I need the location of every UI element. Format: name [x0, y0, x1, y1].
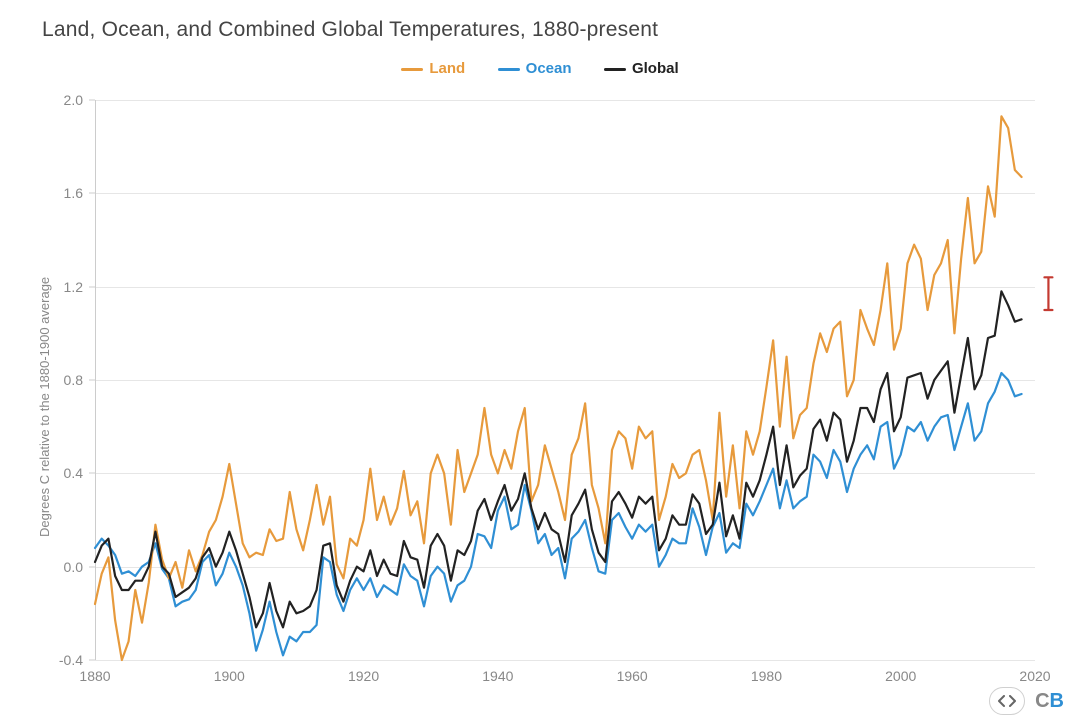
cb-logo[interactable]: CB	[1035, 690, 1064, 713]
legend: Land Ocean Global	[0, 60, 1080, 78]
y-tick-label: 0.8	[64, 372, 83, 388]
x-tick-label: 1940	[482, 668, 513, 684]
legend-item-ocean[interactable]: Ocean	[498, 60, 572, 77]
logo-letter-b: B	[1050, 690, 1064, 712]
y-tick-label: 1.6	[64, 185, 83, 201]
code-icon	[998, 695, 1016, 707]
legend-label: Ocean	[526, 60, 572, 77]
y-axis-label: Degrees C relative to the 1880-1900 aver…	[37, 277, 52, 537]
legend-item-land[interactable]: Land	[401, 60, 465, 77]
y-tick-label: 0.4	[64, 465, 83, 481]
x-tick-label: 2020	[1019, 668, 1050, 684]
x-tick-label: 2000	[885, 668, 916, 684]
x-tick-label: 1960	[617, 668, 648, 684]
y-tick-label: 1.2	[64, 279, 83, 295]
legend-label: Global	[632, 60, 679, 77]
logo-letter-c: C	[1035, 690, 1049, 712]
legend-label: Land	[429, 60, 465, 77]
y-tick-label: 0.0	[64, 559, 83, 575]
chart-footer: CB	[989, 687, 1064, 715]
series-line-ocean	[95, 373, 1022, 655]
series-line-global	[95, 291, 1022, 627]
x-tick-label: 1880	[79, 668, 110, 684]
y-tick-label: 2.0	[64, 92, 83, 108]
chart-title: Land, Ocean, and Combined Global Tempera…	[42, 18, 658, 42]
legend-swatch	[498, 68, 520, 72]
y-tick-label: -0.4	[59, 652, 83, 668]
series-line-land	[95, 116, 1022, 660]
x-tick-label: 1920	[348, 668, 379, 684]
embed-button[interactable]	[989, 687, 1025, 715]
legend-swatch	[604, 68, 626, 72]
chart-svg	[95, 100, 1035, 660]
legend-swatch	[401, 68, 423, 72]
x-tick-label: 1900	[214, 668, 245, 684]
chart-plot-area[interactable]: -0.40.00.40.81.21.62.0188019001920194019…	[95, 100, 1035, 660]
legend-item-global[interactable]: Global	[604, 60, 679, 77]
x-tick-label: 1980	[751, 668, 782, 684]
error-bar	[1044, 277, 1052, 310]
